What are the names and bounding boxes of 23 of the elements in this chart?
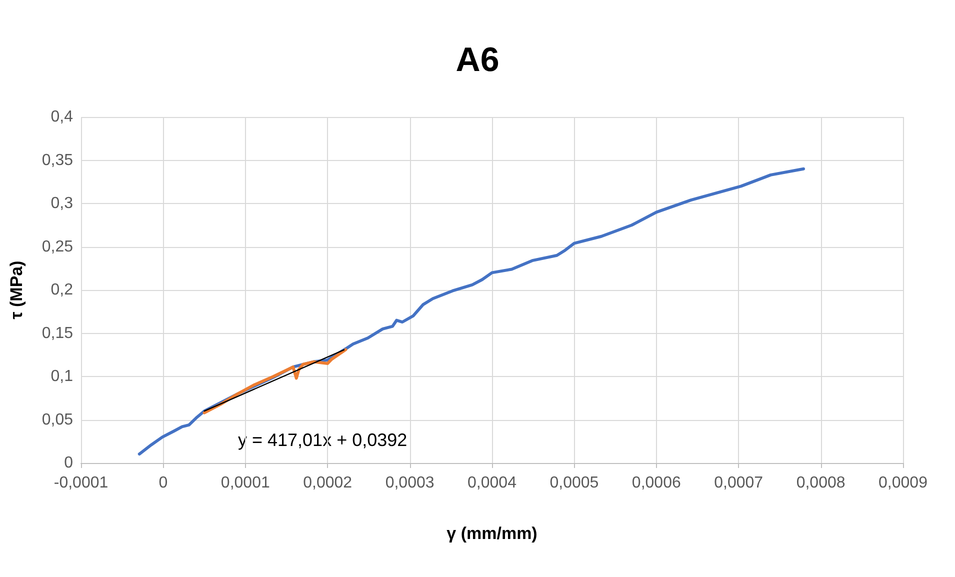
y-tick-label: 0,1 <box>50 368 74 385</box>
y-tick-label: 0,15 <box>42 324 74 342</box>
y-axis-title: τ (MPa) <box>7 260 26 320</box>
x-tick-label: 0,0007 <box>714 474 764 492</box>
y-tick-label: 0 <box>64 454 74 472</box>
y-tick-label: 0,05 <box>42 411 74 428</box>
x-tick-label: 0,0003 <box>385 474 434 492</box>
chart-title: A6 <box>456 41 500 79</box>
x-tick-label: 0,0005 <box>550 474 599 492</box>
y-tick-label: 0,35 <box>42 152 74 169</box>
x-tick-label: 0,0006 <box>632 474 681 492</box>
x-tick-label: 0,0001 <box>220 474 270 492</box>
y-tick-label: 0,3 <box>50 195 74 212</box>
y-tick-label: 0,4 <box>50 108 74 126</box>
x-axis-title: γ (mm/mm) <box>446 524 538 543</box>
x-tick-label: 0,0009 <box>878 474 928 492</box>
x-tick-label: 0,0008 <box>796 474 846 492</box>
x-tick-label: 0,0002 <box>303 474 352 492</box>
x-tick-label: 0,0004 <box>468 474 517 492</box>
x-tick-label: 0 <box>158 474 168 492</box>
y-tick-label: 0,25 <box>42 238 74 256</box>
x-tick-label: -0,0001 <box>54 474 108 492</box>
y-tick-label: 0,2 <box>50 282 74 298</box>
